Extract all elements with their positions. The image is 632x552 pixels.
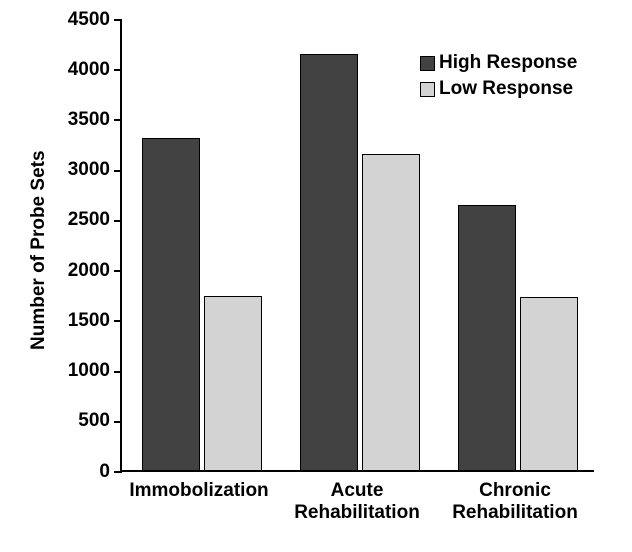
y-tick-label: 3000 <box>50 159 110 181</box>
x-category-label: Immobolization <box>119 480 279 502</box>
y-tick-mark <box>114 320 122 322</box>
y-tick-label: 1500 <box>50 310 110 332</box>
bar <box>362 154 420 470</box>
legend-label-high: High Response <box>439 52 577 74</box>
bar <box>458 205 516 470</box>
bar-chart: Number of Probe Sets 0 500 1000 1500 2000 250… <box>0 0 632 552</box>
y-tick-label: 2500 <box>50 209 110 231</box>
legend-swatch-low <box>420 82 435 97</box>
bar <box>300 54 358 470</box>
y-tick-label: 1000 <box>50 360 110 382</box>
y-tick-label: 500 <box>50 410 110 432</box>
y-tick-mark <box>114 19 122 21</box>
x-category-label: ChronicRehabilitation <box>435 480 595 524</box>
y-tick-mark <box>114 119 122 121</box>
y-tick-label: 4000 <box>50 59 110 81</box>
y-tick-mark <box>114 471 122 473</box>
y-tick-mark <box>114 170 122 172</box>
y-tick-mark <box>114 220 122 222</box>
bar <box>520 297 578 470</box>
bar <box>204 296 262 470</box>
y-tick-label: 0 <box>50 461 110 483</box>
legend-item-high: High Response <box>420 52 577 74</box>
legend-label-low: Low Response <box>439 78 573 100</box>
y-tick-label: 3500 <box>50 109 110 131</box>
y-tick-mark <box>114 421 122 423</box>
y-tick-mark <box>114 69 122 71</box>
legend-swatch-high <box>420 56 435 71</box>
bar <box>142 138 200 470</box>
y-tick-mark <box>114 371 122 373</box>
legend-item-low: Low Response <box>420 78 577 100</box>
y-tick-label: 4500 <box>50 9 110 31</box>
legend: High Response Low Response <box>420 52 577 104</box>
y-tick-mark <box>114 270 122 272</box>
x-category-label: AcuteRehabilitation <box>277 480 437 524</box>
y-axis-title: Number of Probe Sets <box>28 150 50 350</box>
y-tick-label: 2000 <box>50 260 110 282</box>
